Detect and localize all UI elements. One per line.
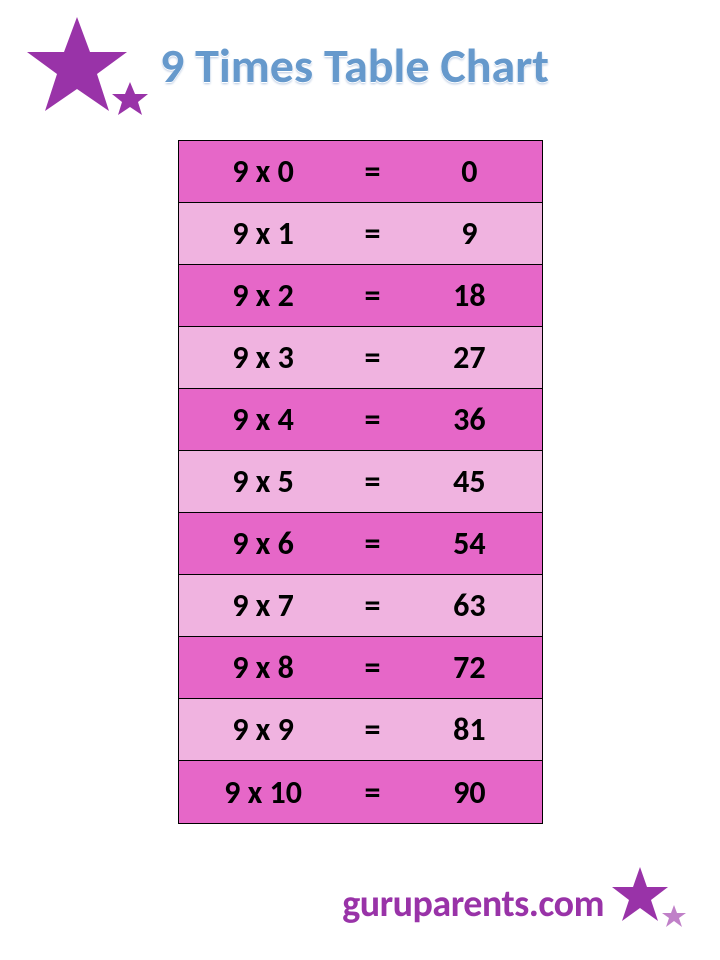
result-cell: 90 [397,773,541,812]
equals-cell: = [348,276,398,315]
equals-cell: = [348,773,398,812]
table-row: 9 x 9 = 81 [179,699,542,761]
page-title: 9 Times Table Chart [160,36,549,95]
result-cell: 45 [397,462,541,501]
table-row: 9 x 7 = 63 [179,575,542,637]
result-cell: 0 [397,152,541,191]
table-row: 9 x 3 = 27 [179,327,542,389]
expression-cell: 9 x 10 [179,773,348,812]
result-cell: 36 [397,400,541,439]
footer: guruparents.com [342,865,690,942]
expression-cell: 9 x 9 [179,710,348,749]
expression-cell: 9 x 7 [179,586,348,625]
star-icon [610,865,690,942]
table-row: 9 x 5 = 45 [179,451,542,513]
table-row: 9 x 4 = 36 [179,389,542,451]
table-row: 9 x 0 = 0 [179,141,542,203]
equals-cell: = [348,462,398,501]
expression-cell: 9 x 5 [179,462,348,501]
equals-cell: = [348,648,398,687]
expression-cell: 9 x 4 [179,400,348,439]
equals-cell: = [348,338,398,377]
star-icon [22,14,152,137]
equals-cell: = [348,152,398,191]
table-row: 9 x 2 = 18 [179,265,542,327]
table-row: 9 x 6 = 54 [179,513,542,575]
result-cell: 72 [397,648,541,687]
expression-cell: 9 x 3 [179,338,348,377]
equals-cell: = [348,586,398,625]
expression-cell: 9 x 8 [179,648,348,687]
result-cell: 27 [397,338,541,377]
footer-brand: guruparents.com [342,881,604,927]
footer-brand-name: guruparents [342,881,529,927]
times-table: 9 x 0 = 0 9 x 1 = 9 9 x 2 = 18 9 x 3 = 2… [178,140,543,824]
equals-cell: = [348,710,398,749]
result-cell: 54 [397,524,541,563]
table-row: 9 x 10 = 90 [179,761,542,823]
table-row: 9 x 8 = 72 [179,637,542,699]
result-cell: 18 [397,276,541,315]
equals-cell: = [348,400,398,439]
expression-cell: 9 x 6 [179,524,348,563]
table-row: 9 x 1 = 9 [179,203,542,265]
expression-cell: 9 x 2 [179,276,348,315]
equals-cell: = [348,214,398,253]
footer-brand-suffix: .com [529,881,604,927]
result-cell: 9 [397,214,541,253]
result-cell: 81 [397,710,541,749]
expression-cell: 9 x 0 [179,152,348,191]
equals-cell: = [348,524,398,563]
result-cell: 63 [397,586,541,625]
header: 9 Times Table Chart [0,0,720,130]
expression-cell: 9 x 1 [179,214,348,253]
